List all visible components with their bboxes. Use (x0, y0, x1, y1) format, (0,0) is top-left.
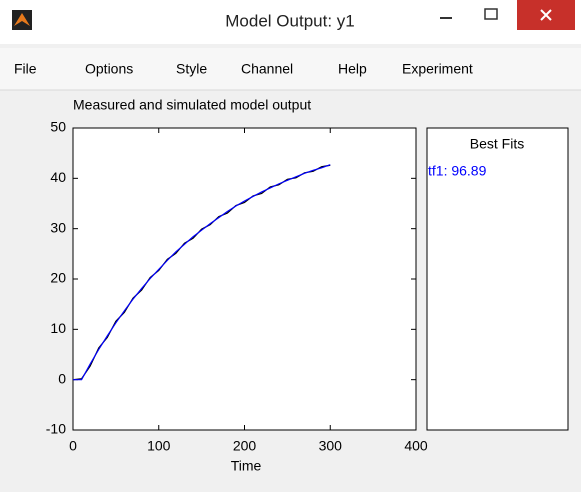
menu-item[interactable]: Help (338, 61, 367, 77)
menu: File Options Style Channel Help Experiment (14, 61, 473, 77)
menu-item[interactable]: Style (176, 61, 207, 77)
window-title: Model Output: y1 (225, 11, 354, 30)
menu-item[interactable]: Channel (241, 61, 293, 77)
x-axis-label: Time (231, 458, 262, 474)
title-bar (0, 0, 581, 44)
y-tick-label: 0 (58, 370, 66, 386)
y-tick-label: -10 (46, 421, 66, 437)
y-tick-label: 10 (50, 320, 66, 336)
panel-title: Best Fits (470, 136, 524, 152)
best-fits-panel: Best Fits tf1: 96.89 (426, 127, 569, 431)
close-button[interactable] (517, 0, 575, 30)
y-tick-label: 20 (50, 270, 66, 286)
series-line (72, 164, 331, 381)
x-tick-label: 100 (147, 438, 171, 454)
fit-entry: tf1: 96.89 (428, 163, 487, 179)
y-tick-label: 30 (50, 219, 66, 235)
icon-shape (14, 13, 30, 26)
fit-entries: tf1: 96.89 (428, 163, 487, 179)
panel-box (426, 127, 569, 431)
plot-area (72, 127, 417, 431)
series-line (73, 164, 331, 381)
chart-title: Measured and simulated model output (73, 97, 311, 113)
x-tick-label: 400 (404, 438, 428, 454)
menu-item[interactable]: File (14, 61, 37, 77)
y-tick-label: 40 (50, 169, 66, 185)
menu-item[interactable]: Options (85, 61, 133, 77)
menu-bar (0, 48, 581, 90)
maximize-icon (484, 8, 498, 20)
app-icon (12, 10, 32, 30)
x-tick-label: 300 (319, 438, 343, 454)
chart: Measured and simulated model output Time… (46, 97, 428, 474)
menu-item[interactable]: Experiment (402, 61, 473, 77)
close-icon (540, 9, 552, 21)
x-tick-label: 0 (69, 438, 77, 454)
y-tick-label: 50 (50, 119, 66, 135)
x-tick-label: 200 (233, 438, 257, 454)
maximize-button[interactable] (484, 8, 498, 20)
